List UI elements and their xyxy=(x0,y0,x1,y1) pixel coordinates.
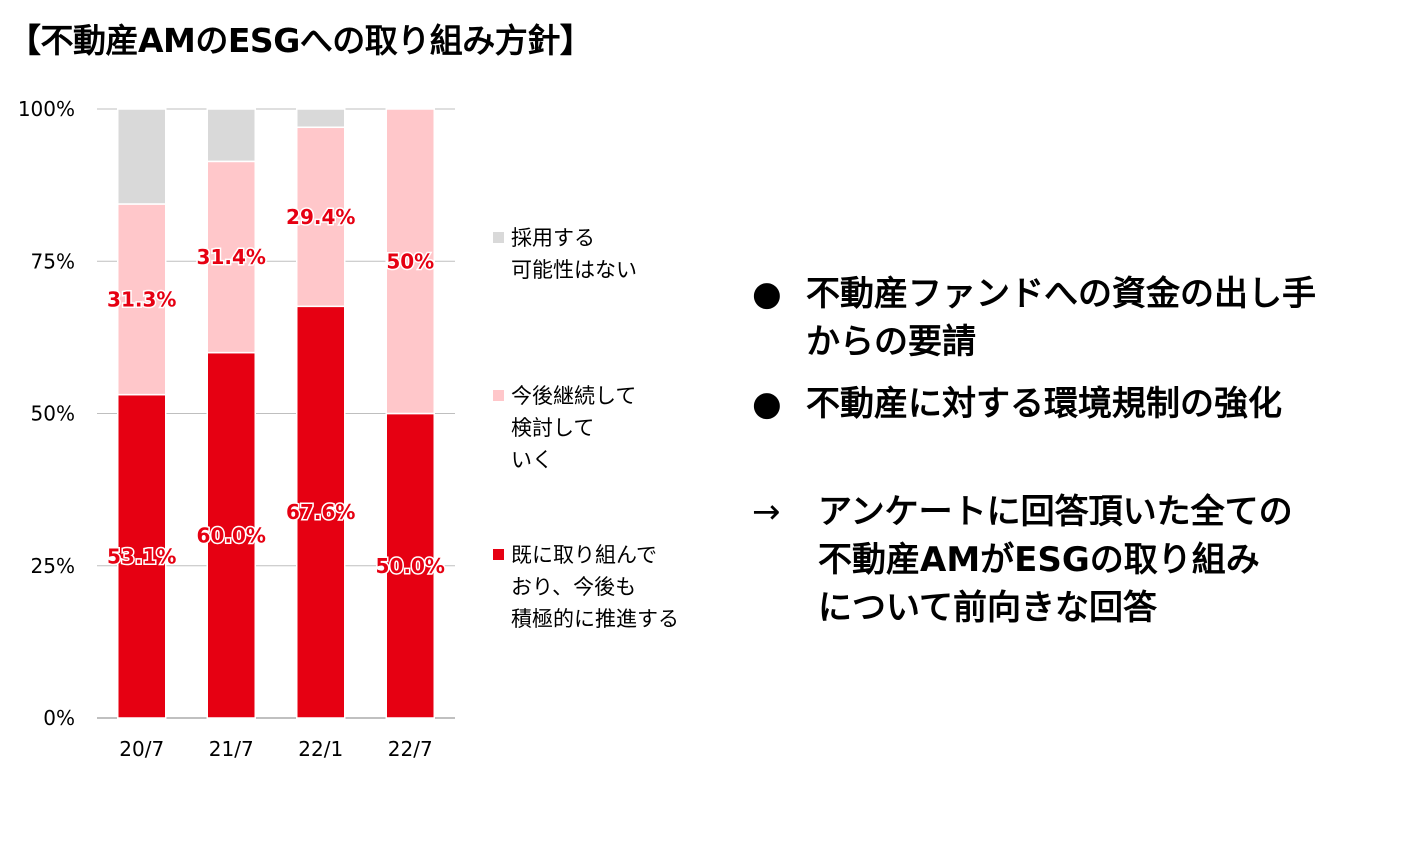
x-tick-label: 22/7 xyxy=(388,737,433,761)
y-tick-label: 50% xyxy=(31,402,75,426)
legend-item-none: 採用する 可能性はない xyxy=(493,222,637,286)
bullet-text: 不動産ファンドへの資金の出し手 からの要請 xyxy=(806,274,1316,362)
y-axis-ticks: 0% 25% 50% 75% 100% xyxy=(18,97,75,730)
data-label: 67.6% xyxy=(286,500,355,524)
legend-label-none: 採用する 可能性はない xyxy=(511,226,637,282)
conclusion: → アンケートに回答頂いた全ての 不動産AMがESGの取り組み について前向きな… xyxy=(752,488,1293,632)
conclusion-text: アンケートに回答頂いた全ての 不動産AMがESGの取り組み について前向きな回答 xyxy=(818,492,1293,628)
bar-segment xyxy=(385,412,435,719)
bullet-item: ● 不動産に対する環境規制の強化 xyxy=(752,380,1316,428)
arrow-icon: → xyxy=(752,492,781,532)
legend-swatch-none xyxy=(493,232,504,243)
data-labels: 53.1% 31.3% 60.0% 31.4% 67.6% 29.4% 50.0% 50% xyxy=(106,203,447,579)
bullet-text: 不動産に対する環境規制の強化 xyxy=(806,384,1282,424)
x-axis-ticks: 20/7 21/7 22/1 22/7 xyxy=(119,737,432,761)
bar-segment xyxy=(296,108,346,129)
bar-segment xyxy=(117,108,167,205)
legend-swatch-active xyxy=(493,549,504,560)
bar-segment xyxy=(385,108,435,415)
bar-segment xyxy=(206,160,256,354)
stacked-bar-chart: 0% 25% 50% 75% 100% 20/7 21/7 22/1 22/7 53.1% 31… xyxy=(18,97,455,761)
data-label: 31.3% xyxy=(107,287,176,311)
legend-label-consider: 今後継続して 検討して いく xyxy=(511,384,637,472)
legend-item-active: 既に取り組んで おり、今後も 積極的に推進する xyxy=(493,539,679,635)
y-tick-label: 0% xyxy=(43,706,75,730)
bullet-item: ● 不動産ファンドへの資金の出し手 からの要請 xyxy=(752,270,1316,366)
legend-label-active: 既に取り組んで おり、今後も 積極的に推進する xyxy=(511,543,679,631)
bar-segment xyxy=(296,126,346,308)
data-label: 60.0% xyxy=(197,523,266,547)
x-tick-label: 21/7 xyxy=(209,737,254,761)
y-tick-label: 25% xyxy=(31,554,75,578)
bullet-marker: ● xyxy=(752,384,782,424)
bars xyxy=(117,108,435,719)
x-tick-label: 20/7 xyxy=(119,737,164,761)
bar-segment xyxy=(206,108,256,163)
bar-segment xyxy=(117,203,167,396)
data-label: 50% xyxy=(386,249,434,273)
data-label: 31.4% xyxy=(197,245,266,269)
data-label: 29.4% xyxy=(286,205,355,229)
bullet-list: ● 不動産ファンドへの資金の出し手 からの要請 ● 不動産に対する環境規制の強化 xyxy=(752,270,1316,442)
y-tick-label: 100% xyxy=(18,97,75,121)
data-label: 53.1% xyxy=(107,544,176,568)
page-title: 【不動産AMのESGへの取り組み方針】 xyxy=(8,21,593,60)
y-tick-label: 75% xyxy=(31,249,75,273)
legend-swatch-consider xyxy=(493,390,504,401)
legend-item-consider: 今後継続して 検討して いく xyxy=(493,380,636,476)
bar-segment xyxy=(206,351,256,719)
bullet-marker: ● xyxy=(752,274,782,314)
x-tick-label: 22/1 xyxy=(298,737,343,761)
bar-segment xyxy=(117,393,167,719)
data-label: 50.0% xyxy=(376,554,445,578)
